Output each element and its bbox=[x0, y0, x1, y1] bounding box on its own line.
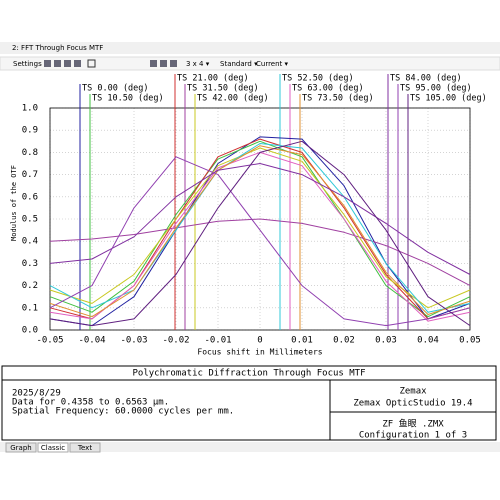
legend-label: TS 31.50 (deg) bbox=[187, 84, 259, 94]
tab-label[interactable]: Text bbox=[77, 444, 92, 452]
y-tick-label: 0.2 bbox=[22, 281, 38, 291]
y-tick-label: 0.1 bbox=[22, 303, 38, 313]
x-tick-label: -0.05 bbox=[36, 336, 63, 346]
window-title: 2: FFT Through Focus MTF bbox=[12, 44, 103, 52]
chart-title: Polychromatic Diffraction Through Focus … bbox=[133, 369, 366, 379]
legend-label: TS 10.50 (deg) bbox=[92, 94, 164, 104]
y-tick-label: 0.5 bbox=[22, 215, 38, 225]
tab[interactable] bbox=[37, 442, 69, 453]
toolbar-icons bbox=[44, 59, 177, 68]
series-line bbox=[49, 140, 471, 318]
x-tick-label: 0 bbox=[257, 336, 262, 346]
series-line bbox=[49, 163, 471, 275]
y-tick-label: 1.0 bbox=[22, 104, 38, 114]
brand: Zemax bbox=[399, 387, 427, 397]
legend-label: TS 21.00 (deg) bbox=[177, 74, 249, 84]
x-tick-label: 0.04 bbox=[417, 336, 439, 346]
y-tick-label: 0.7 bbox=[22, 170, 38, 180]
settings-button[interactable]: Settings bbox=[13, 60, 42, 68]
file-name: ZF 鱼眼 .ZMX bbox=[382, 418, 444, 430]
plot-frame bbox=[49, 107, 471, 331]
tab[interactable] bbox=[5, 442, 37, 453]
y-tick-label: 0.3 bbox=[22, 259, 38, 269]
tab-bar bbox=[0, 442, 500, 452]
series-line bbox=[49, 156, 471, 327]
product: Zemax OpticStudio 19.4 bbox=[353, 399, 472, 409]
series-line bbox=[49, 140, 471, 327]
toolbar bbox=[0, 56, 500, 71]
y-tick-label: 0.4 bbox=[22, 237, 38, 247]
x-tick-label: -0.02 bbox=[162, 336, 189, 346]
info-data: Data for 0.4358 to 0.6563 µm. bbox=[12, 398, 169, 408]
configuration: Configuration 1 of 3 bbox=[359, 431, 467, 441]
style-dropdown[interactable]: Standard ▾ bbox=[220, 60, 258, 68]
layout-dropdown[interactable]: 3 x 4 ▾ bbox=[186, 60, 210, 68]
series-line bbox=[49, 143, 471, 313]
x-axis-label: Focus shift in Millimeters bbox=[197, 348, 322, 357]
y-tick-label: 0.0 bbox=[22, 326, 38, 336]
tab-label[interactable]: Classic bbox=[41, 444, 65, 452]
y-tick-label: 0.6 bbox=[22, 192, 38, 202]
legend-label: TS 52.50 (deg) bbox=[282, 74, 354, 84]
tab[interactable] bbox=[69, 442, 101, 453]
legend-label: TS 73.50 (deg) bbox=[302, 94, 374, 104]
x-tick-label: -0.03 bbox=[120, 336, 147, 346]
title-bar bbox=[0, 42, 500, 54]
legend-label: TS 0.00 (deg) bbox=[82, 84, 149, 94]
info-date: 2025/8/29 bbox=[12, 389, 61, 399]
x-tick-label: 0.02 bbox=[333, 336, 355, 346]
x-tick-label: -0.04 bbox=[78, 336, 105, 346]
series-line bbox=[49, 145, 471, 318]
series-line bbox=[49, 136, 471, 327]
legend-label: TS 63.00 (deg) bbox=[292, 84, 364, 94]
tab-label[interactable]: Graph bbox=[10, 444, 31, 452]
x-tick-label: 0.05 bbox=[459, 336, 481, 346]
y-tick-label: 0.8 bbox=[22, 148, 38, 158]
info-frequency: Spatial Frequency: 60.0000 cycles per mm… bbox=[12, 407, 234, 417]
y-tick-label: 0.9 bbox=[22, 126, 38, 136]
legend-label: TS 42.00 (deg) bbox=[197, 94, 269, 104]
legend-label: TS 95.00 (deg) bbox=[400, 84, 472, 94]
x-tick-label: -0.01 bbox=[204, 336, 231, 346]
x-tick-label: 0.01 bbox=[291, 336, 313, 346]
legend-label: TS 84.00 (deg) bbox=[390, 74, 462, 84]
y-axis-label: Modulus of the OTF bbox=[10, 165, 18, 241]
legend-label: TS 105.00 (deg) bbox=[410, 94, 487, 104]
info-box bbox=[1, 365, 497, 441]
config-dropdown[interactable]: Current ▾ bbox=[256, 60, 289, 68]
x-tick-label: 0.03 bbox=[375, 336, 397, 346]
